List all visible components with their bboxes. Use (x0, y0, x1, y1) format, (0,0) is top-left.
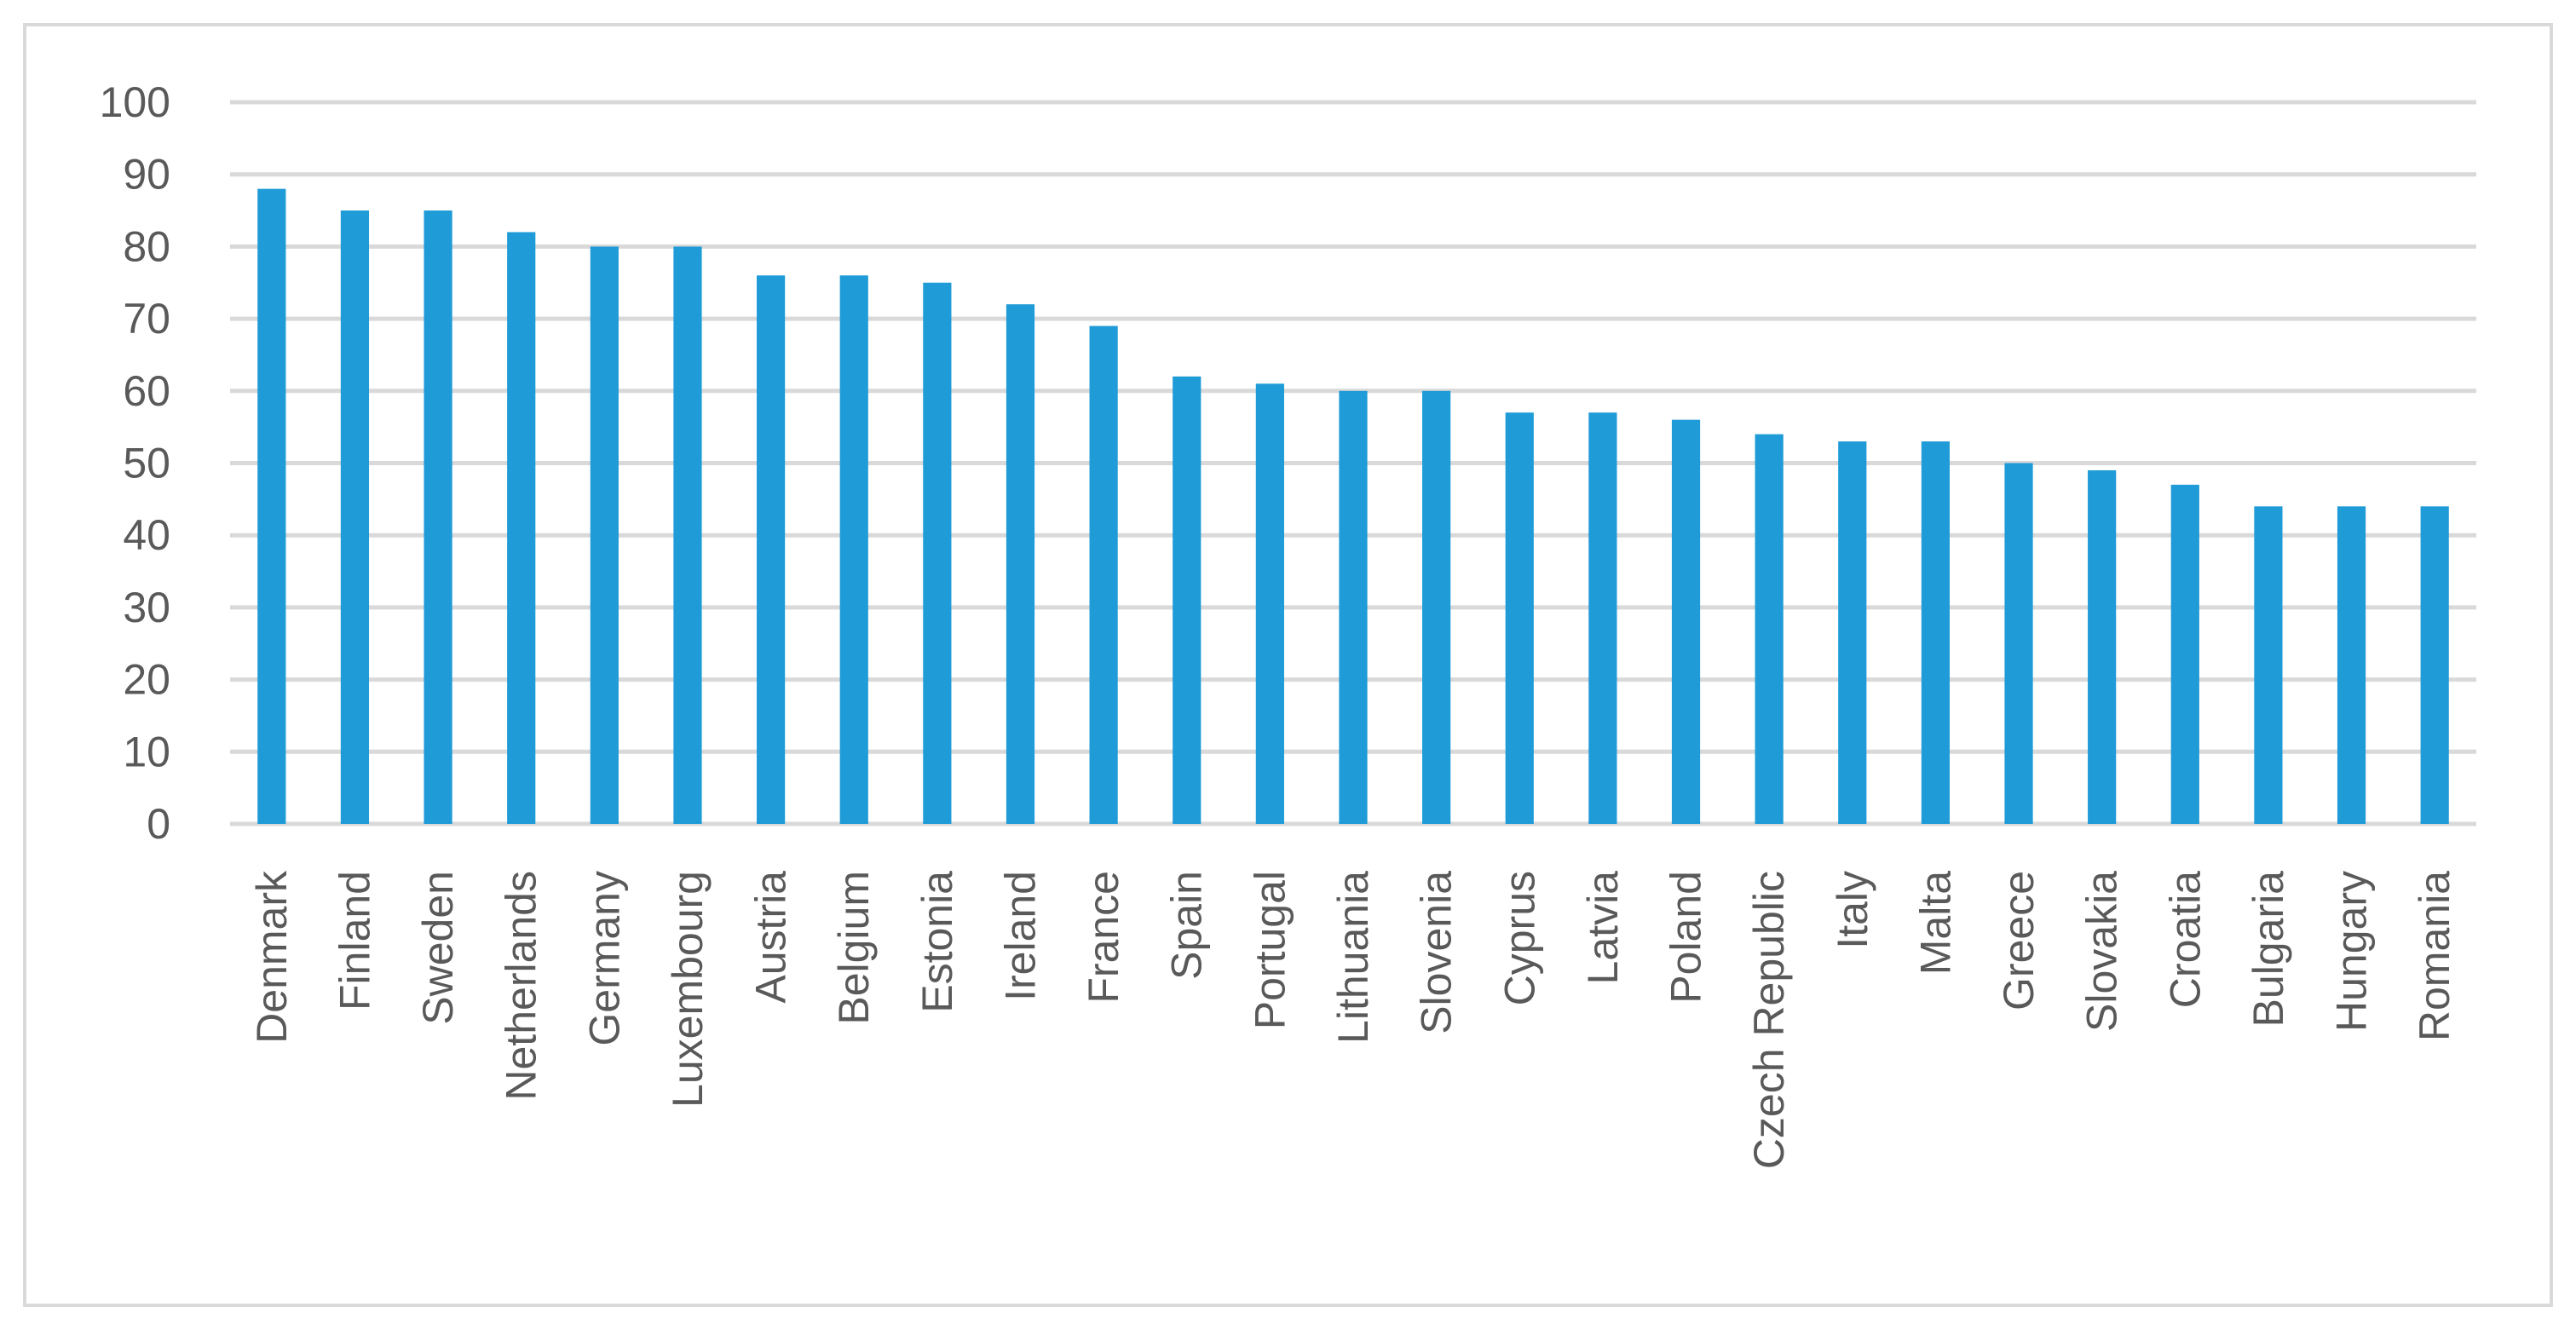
x-tick-label: Portugal (1246, 871, 1294, 1029)
bar-bulgaria (2254, 506, 2283, 824)
bar-spain (1173, 376, 1202, 824)
x-tick-label: Italy (1829, 871, 1876, 949)
x-tick-label: Romania (2411, 871, 2458, 1041)
x-tick-label: Belgium (830, 871, 878, 1025)
bar-croatia (2170, 484, 2199, 824)
x-tick-label: Germany (580, 871, 628, 1046)
y-axis: 0 10 20 30 40 50 60 70 80 90 100 (100, 78, 170, 848)
bar-germany (590, 246, 619, 824)
bar-romania (2420, 506, 2449, 824)
bar-austria (756, 275, 786, 824)
x-tick-label: Spain (1163, 871, 1211, 980)
bar-poland (1671, 419, 1701, 824)
x-tick-label: Netherlands (498, 871, 545, 1101)
x-tick-label: Denmark (248, 870, 296, 1044)
bar-lithuania (1339, 390, 1368, 824)
y-tick-label: 10 (123, 728, 170, 775)
bar-netherlands (507, 232, 536, 825)
x-tick-label: Latvia (1579, 871, 1627, 985)
x-tick-label: Poland (1663, 871, 1710, 1004)
bar-latvia (1588, 412, 1617, 824)
y-tick-label: 40 (123, 511, 170, 559)
y-tick-label: 20 (123, 656, 170, 704)
bar-portugal (1255, 383, 1284, 825)
bars (257, 188, 2449, 825)
x-tick-label: Bulgaria (2245, 871, 2292, 1028)
bar-slovenia (1422, 390, 1451, 824)
x-axis: Denmark Finland Sweden Netherlands Germany Lu… (248, 870, 2458, 1169)
x-tick-label: Austria (747, 871, 795, 1004)
x-tick-label: Finland (331, 871, 378, 1010)
y-tick-label: 80 (123, 222, 170, 270)
bar-czech-republic (1755, 434, 1784, 824)
x-tick-label: Croatia (2161, 871, 2209, 1008)
bar-luxembourg (673, 246, 702, 824)
bar-greece (2004, 463, 2033, 824)
x-tick-label: Cyprus (1495, 871, 1543, 1005)
bar-malta (1921, 441, 1951, 824)
y-tick-label: 100 (100, 78, 170, 126)
x-tick-label: Slovakia (2078, 871, 2126, 1032)
bar-finland (340, 210, 370, 825)
bar-france (1089, 325, 1118, 824)
x-tick-label: Lithuania (1329, 871, 1377, 1044)
bar-sweden (424, 210, 452, 825)
bar-ireland (1006, 304, 1035, 824)
x-tick-label: Slovenia (1413, 871, 1461, 1034)
bar-hungary (2337, 506, 2366, 824)
x-tick-label: Ireland (996, 871, 1044, 1001)
x-tick-label: Hungary (2328, 871, 2376, 1032)
bar-italy (1838, 441, 1867, 824)
y-tick-label: 60 (123, 367, 170, 415)
y-tick-label: 30 (123, 584, 170, 631)
x-tick-label: France (1080, 871, 1127, 1004)
bar-denmark (257, 188, 286, 824)
x-tick-label: Estonia (913, 871, 961, 1013)
x-tick-label: Czech Republic (1745, 871, 1793, 1169)
bar-estonia (923, 282, 952, 824)
x-tick-label: Luxembourg (664, 871, 712, 1108)
y-tick-label: 70 (123, 295, 170, 343)
bar-slovakia (2088, 469, 2117, 824)
x-tick-label: Greece (1995, 871, 2043, 1010)
x-tick-label: Sweden (414, 871, 462, 1025)
y-tick-label: 90 (123, 151, 170, 199)
y-tick-label: 50 (123, 440, 170, 487)
bar-cyprus (1505, 412, 1534, 824)
y-tick-label: 0 (147, 800, 170, 848)
x-tick-label: Malta (1911, 871, 1959, 975)
bar-belgium (839, 275, 868, 824)
